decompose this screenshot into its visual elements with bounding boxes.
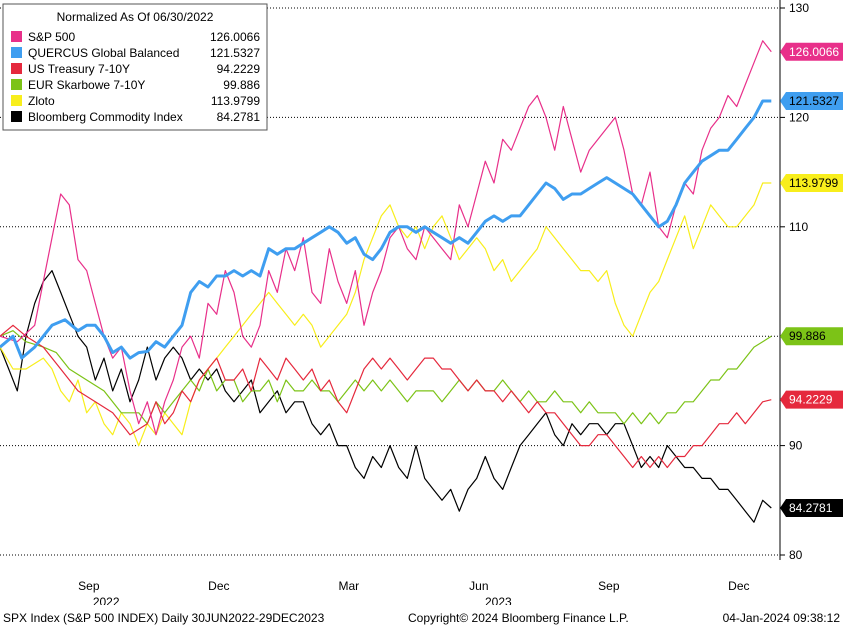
legend-name: QUERCUS Global Balanced: [28, 46, 179, 60]
value-tag-label: 99.886: [789, 329, 826, 343]
legend-box: [2, 3, 268, 131]
value-tags: 126.0066 121.5327 113.9799 99.886 94.2229 84.…: [780, 42, 843, 517]
legend-item: Bloomberg Commodity Index 84.2781: [11, 110, 260, 124]
series-line-2: [0, 324, 772, 469]
y-tick-label: 90: [789, 439, 803, 453]
legend-name: S&P 500: [28, 30, 75, 44]
y-tick-label: 130: [789, 1, 809, 15]
value-tag-label: 121.5327: [789, 94, 839, 108]
legend-value: 126.0066: [210, 30, 260, 44]
y-tick-label: 110: [789, 220, 808, 234]
x-year-label: 2022: [93, 595, 120, 605]
x-tick-label: Sep: [78, 579, 100, 593]
series-line-4: [0, 182, 772, 447]
y-tick-label: 80: [789, 548, 803, 562]
value-tag-label: 94.2229: [789, 393, 833, 407]
value-tag-label: 113.9799: [789, 176, 838, 190]
legend-items: S&P 500 126.0066 QUERCUS Global Balanced 12…: [11, 30, 260, 124]
value-tag-bg: [780, 91, 843, 110]
chart-area: 80 90 110 120 130 Sep Dec Mar Jun Sep Dec 2022 2023…: [0, 0, 843, 605]
legend-swatch: [11, 47, 22, 58]
legend-value: 84.2781: [217, 110, 261, 124]
x-tick-label: Dec: [728, 579, 749, 593]
value-tag-bg: [780, 42, 843, 61]
series-line-1: [0, 99, 772, 360]
chart-title: Normalized As Of 06/30/2022: [57, 10, 214, 24]
legend-item: S&P 500 126.0066: [11, 30, 260, 44]
footer-security: SPX Index (S&P 500 INDEX) Daily 30JUN202…: [3, 611, 325, 625]
legend-value: 94.2229: [217, 62, 261, 76]
legend-swatch: [11, 79, 22, 90]
legend-name: US Treasury 7-10Y: [28, 62, 130, 76]
value-tag: 126.0066: [780, 42, 843, 61]
value-tag-bg: [780, 498, 843, 517]
x-tick-label: Sep: [598, 579, 620, 593]
value-tag-label: 126.0066: [789, 45, 839, 59]
value-tag-bg: [780, 327, 843, 346]
legend-item: QUERCUS Global Balanced 121.5327: [11, 46, 260, 60]
legend: Normalized As Of 06/30/2022 S&P 500 126.0…: [2, 3, 268, 131]
value-tag: 121.5327: [780, 91, 843, 110]
legend-name: Zloto: [28, 94, 55, 108]
value-tag-bg: [780, 390, 843, 409]
legend-name: EUR Skarbowe 7-10Y: [28, 78, 145, 92]
value-tag: 94.2229: [780, 390, 843, 409]
legend-value: 121.5327: [210, 46, 260, 60]
legend-value: 99.886: [223, 78, 260, 92]
legend-value: 113.9799: [211, 94, 260, 108]
legend-swatch: [11, 31, 22, 42]
y-tick-label: 120: [789, 110, 809, 124]
legend-name: Bloomberg Commodity Index: [28, 110, 183, 124]
legend-item: US Treasury 7-10Y 94.2229: [11, 62, 260, 76]
legend-swatch: [11, 63, 22, 74]
value-tag: 99.886: [780, 327, 843, 346]
y-axis-ticks: 80 90 110 120 130: [780, 1, 809, 562]
footer-copyright: Copyright© 2024 Bloomberg Finance L.P.: [408, 611, 629, 625]
x-tick-label: Dec: [208, 579, 229, 593]
legend-item: Zloto 113.9799: [11, 94, 260, 108]
series-line-0: [0, 40, 772, 436]
value-tag: 84.2781: [780, 498, 843, 517]
x-year-label: 2023: [485, 595, 512, 605]
legend-swatch: [11, 95, 22, 106]
value-tag-label: 84.2781: [789, 501, 833, 515]
x-axis-ticks: Sep Dec Mar Jun Sep Dec 2022 2023: [78, 579, 749, 605]
value-tag: 113.9799: [780, 174, 843, 193]
legend-item: EUR Skarbowe 7-10Y 99.886: [11, 78, 260, 92]
series-layer: [0, 40, 772, 523]
x-tick-label: Jun: [469, 579, 488, 593]
value-tag-bg: [780, 174, 843, 193]
series-line-5: [0, 270, 772, 523]
footer-timestamp: 04-Jan-2024 09:38:12: [722, 611, 840, 625]
series-line-3: [0, 330, 772, 425]
x-tick-label: Mar: [338, 579, 359, 593]
legend-swatch: [11, 111, 22, 122]
